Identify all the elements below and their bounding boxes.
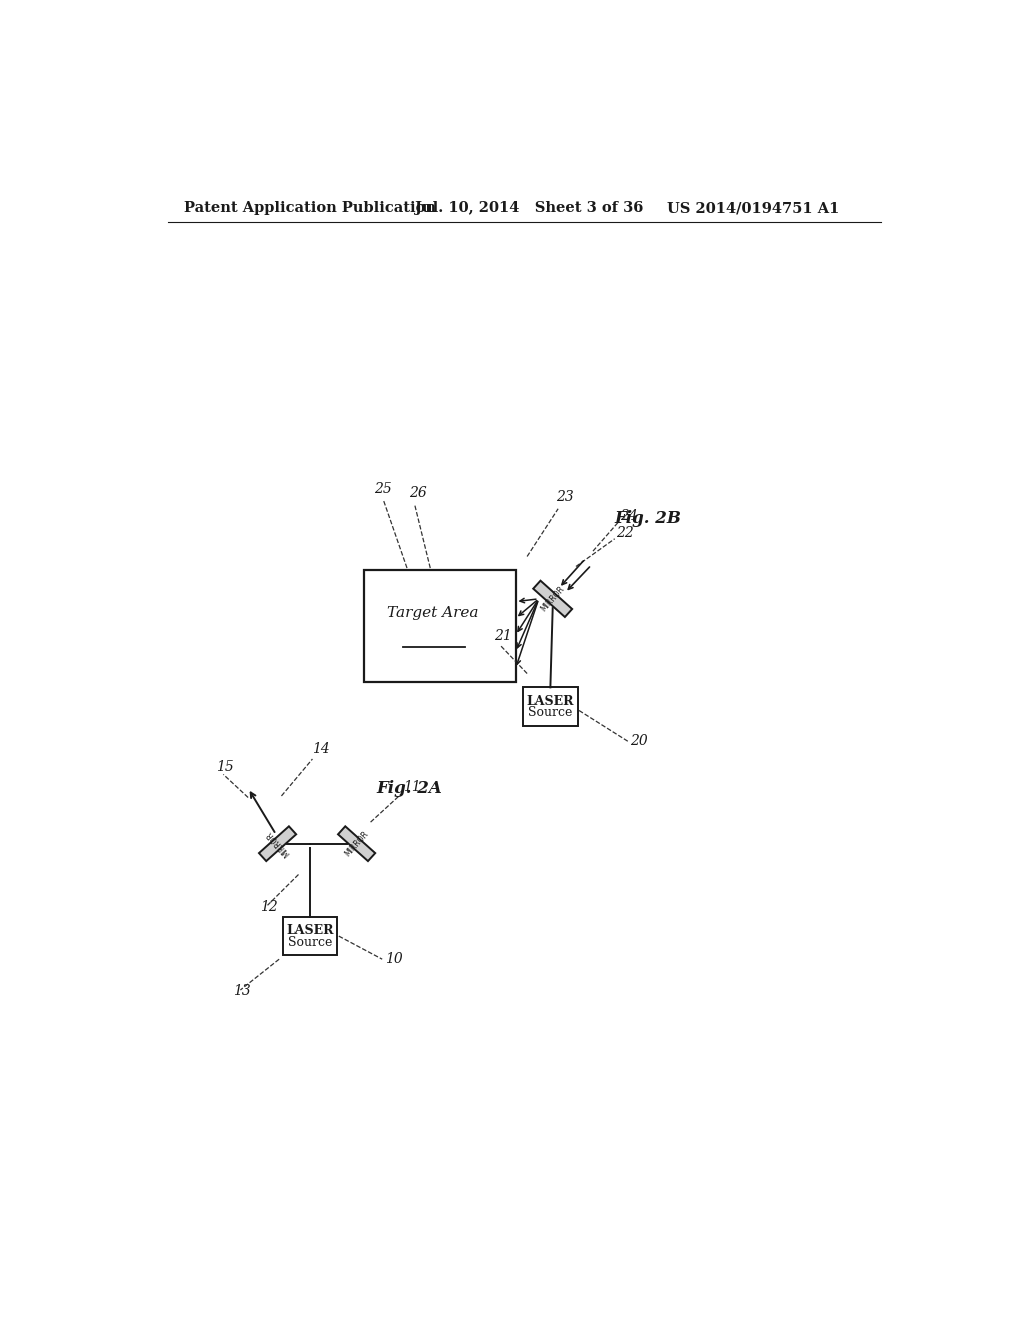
Text: 10: 10 — [385, 952, 403, 966]
Text: 13: 13 — [232, 985, 251, 998]
Text: Source: Source — [528, 706, 572, 719]
Text: 21: 21 — [494, 628, 512, 643]
Text: 12: 12 — [260, 900, 278, 915]
Text: MIRROR: MIRROR — [539, 585, 566, 614]
Text: US 2014/0194751 A1: US 2014/0194751 A1 — [667, 202, 839, 215]
Text: Source: Source — [288, 936, 333, 949]
Bar — [365, 570, 515, 682]
Text: 20: 20 — [630, 734, 648, 748]
Bar — [259, 826, 296, 861]
Text: 23: 23 — [556, 490, 573, 504]
Text: 15: 15 — [216, 759, 233, 774]
Text: Jul. 10, 2014   Sheet 3 of 36: Jul. 10, 2014 Sheet 3 of 36 — [415, 202, 643, 215]
Bar — [283, 917, 337, 956]
Text: MIRROR: MIRROR — [264, 829, 291, 858]
Text: Patent Application Publication: Patent Application Publication — [183, 202, 436, 215]
Bar — [523, 688, 578, 726]
Text: 11: 11 — [403, 780, 421, 795]
Text: 26: 26 — [410, 486, 427, 500]
Text: Target Area: Target Area — [387, 606, 478, 620]
Text: LASER: LASER — [287, 924, 334, 937]
Bar — [534, 581, 572, 616]
Bar — [338, 826, 375, 861]
Text: MIRROR: MIRROR — [343, 829, 371, 858]
Text: 25: 25 — [374, 482, 391, 496]
Text: LASER: LASER — [526, 694, 574, 708]
Text: 14: 14 — [312, 742, 330, 756]
Text: Fig. 2A: Fig. 2A — [376, 780, 441, 797]
Text: 22: 22 — [616, 527, 634, 540]
Text: Fig. 2B: Fig. 2B — [614, 511, 682, 527]
Text: 24: 24 — [621, 508, 638, 523]
